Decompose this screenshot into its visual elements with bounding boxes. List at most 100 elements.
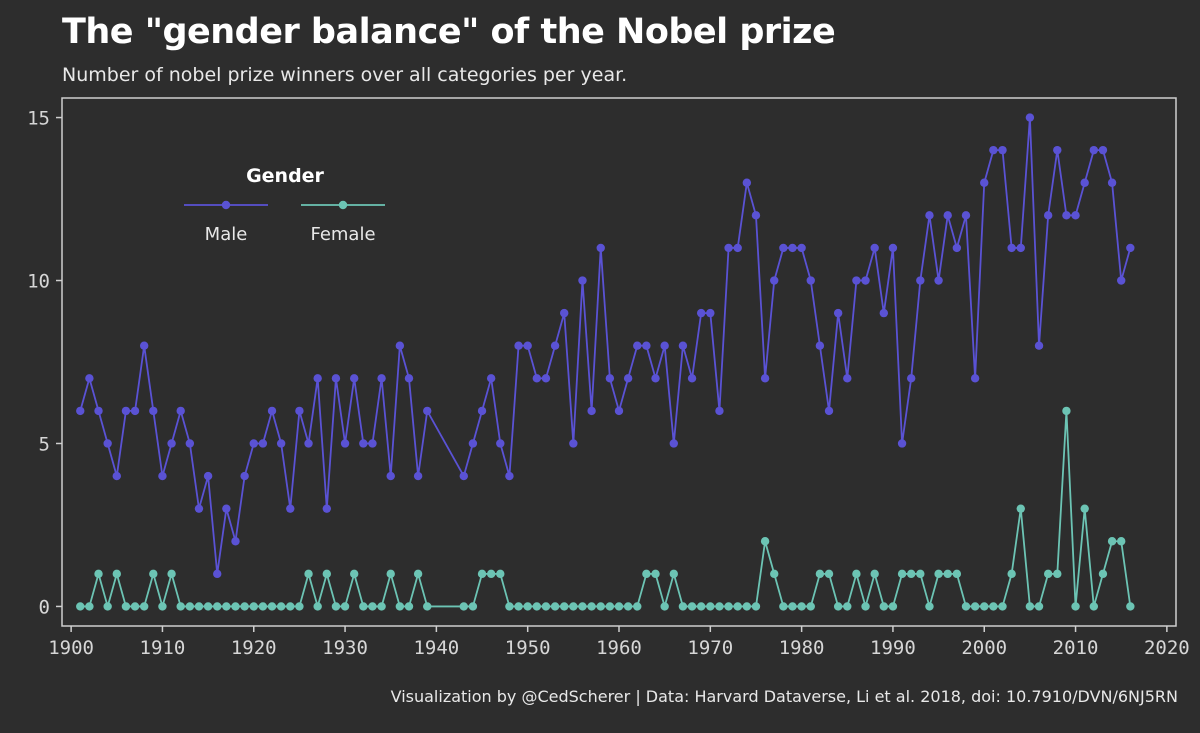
data-point-male bbox=[715, 406, 724, 416]
data-point-female bbox=[258, 602, 268, 611]
data-point-male bbox=[870, 243, 879, 253]
data-point-female bbox=[906, 569, 916, 579]
data-point-female bbox=[267, 602, 277, 611]
data-point-male bbox=[1117, 276, 1126, 285]
data-point-female bbox=[760, 537, 770, 546]
data-point-female bbox=[231, 602, 240, 611]
data-point-female bbox=[514, 602, 523, 611]
data-point-female bbox=[961, 602, 971, 611]
data-point-male bbox=[916, 276, 925, 285]
data-point-male bbox=[1034, 341, 1044, 350]
series-layer bbox=[76, 113, 1135, 611]
x-tick-label: 1940 bbox=[413, 637, 459, 659]
data-point-male bbox=[669, 439, 678, 448]
data-point-female bbox=[550, 602, 560, 611]
data-point-male bbox=[779, 243, 788, 253]
data-point-male bbox=[76, 406, 85, 416]
data-point-female bbox=[733, 602, 742, 611]
data-point-male bbox=[970, 374, 980, 383]
data-point-male bbox=[861, 276, 870, 285]
data-point-male bbox=[806, 276, 815, 285]
data-point-male bbox=[943, 211, 952, 220]
data-point-male bbox=[788, 243, 797, 253]
data-point-female bbox=[313, 602, 322, 611]
data-point-female bbox=[1080, 504, 1089, 513]
data-point-male bbox=[121, 406, 131, 416]
data-point-female bbox=[486, 569, 496, 579]
data-point-female bbox=[779, 602, 788, 611]
data-point-female bbox=[1098, 569, 1108, 579]
data-point-female bbox=[870, 569, 879, 579]
data-point-female bbox=[349, 569, 359, 579]
data-point-female bbox=[386, 569, 395, 579]
data-point-male bbox=[203, 471, 213, 481]
data-point-female bbox=[706, 602, 715, 611]
data-point-male bbox=[112, 471, 121, 481]
data-point-male bbox=[505, 471, 514, 481]
data-point-female bbox=[660, 602, 669, 611]
data-point-male bbox=[1089, 145, 1099, 155]
y-tick-label: 5 bbox=[39, 433, 50, 455]
data-point-female bbox=[669, 569, 678, 579]
legend-label: Female bbox=[310, 224, 375, 245]
y-tick-label: 15 bbox=[27, 108, 50, 130]
data-point-male bbox=[413, 471, 423, 481]
data-point-male bbox=[696, 308, 706, 318]
x-tick-label: 2010 bbox=[1053, 637, 1099, 659]
data-point-female bbox=[1053, 569, 1062, 579]
data-point-female bbox=[276, 602, 286, 611]
data-point-male bbox=[331, 374, 341, 383]
data-point-female bbox=[331, 602, 341, 611]
data-point-female bbox=[1089, 602, 1099, 611]
data-point-female bbox=[423, 602, 432, 611]
x-tick-label: 1960 bbox=[596, 637, 642, 659]
data-point-male bbox=[623, 374, 633, 383]
data-point-female bbox=[532, 602, 542, 611]
data-point-female bbox=[1007, 569, 1016, 579]
data-point-male bbox=[1080, 178, 1089, 187]
legend-item-female: Female bbox=[301, 200, 385, 245]
x-tick-label: 1990 bbox=[870, 637, 916, 659]
data-point-male bbox=[925, 211, 934, 220]
legend-title: Gender bbox=[246, 165, 324, 187]
data-point-male bbox=[477, 406, 487, 416]
data-point-male bbox=[998, 145, 1007, 155]
data-point-female bbox=[696, 602, 706, 611]
data-point-female bbox=[587, 602, 596, 611]
legend-item-male: Male bbox=[184, 200, 268, 245]
x-tick-label: 2020 bbox=[1144, 637, 1190, 659]
data-point-male bbox=[651, 374, 660, 383]
data-point-male bbox=[596, 243, 605, 253]
data-point-female bbox=[806, 602, 815, 611]
legend-key-point bbox=[221, 200, 231, 210]
data-point-male bbox=[578, 276, 587, 285]
data-point-female bbox=[888, 602, 898, 611]
data-point-female bbox=[751, 602, 761, 611]
data-point-male bbox=[240, 471, 249, 481]
legend-label: Male bbox=[205, 224, 248, 245]
x-tick-label: 1980 bbox=[779, 637, 825, 659]
data-point-female bbox=[833, 602, 843, 611]
data-point-male bbox=[222, 504, 231, 513]
data-point-male bbox=[742, 178, 752, 187]
data-point-male bbox=[614, 406, 624, 416]
data-point-female bbox=[377, 602, 386, 611]
data-point-male bbox=[423, 406, 432, 416]
data-point-male bbox=[1071, 211, 1080, 220]
data-point-female bbox=[85, 602, 94, 611]
data-point-male bbox=[934, 276, 943, 285]
data-point-female bbox=[1016, 504, 1025, 513]
data-point-female bbox=[596, 602, 605, 611]
data-point-male bbox=[395, 341, 405, 350]
data-point-female bbox=[843, 602, 852, 611]
data-point-male bbox=[231, 537, 240, 546]
data-point-male bbox=[404, 374, 414, 383]
data-point-male bbox=[149, 406, 158, 416]
data-point-male bbox=[660, 341, 669, 350]
data-point-male bbox=[815, 341, 825, 350]
data-point-male bbox=[706, 308, 715, 318]
data-point-female bbox=[76, 602, 85, 611]
data-point-male bbox=[85, 374, 94, 383]
y-tick-label: 0 bbox=[39, 596, 50, 618]
data-point-female bbox=[240, 602, 249, 611]
